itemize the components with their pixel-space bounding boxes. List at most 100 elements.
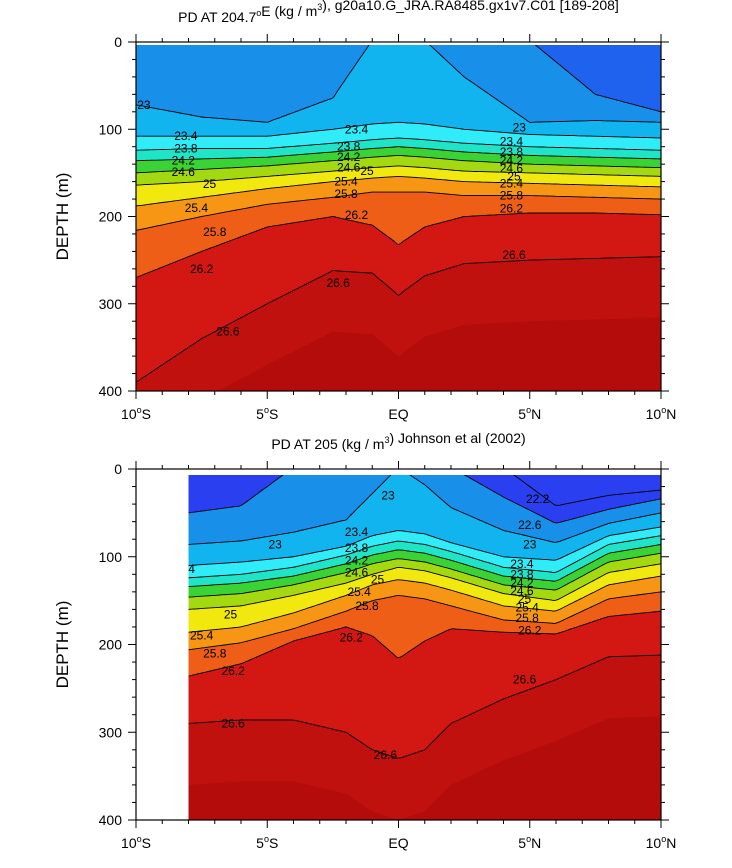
contour-label: 25.8 xyxy=(515,611,539,625)
contour-line xyxy=(136,154,661,174)
contour-label: 22.2 xyxy=(526,492,550,506)
contour-label: 23 xyxy=(381,488,395,502)
contour-label: 23 xyxy=(523,537,537,551)
y-tick-label: 400 xyxy=(99,383,123,399)
contour-label: 23.8 xyxy=(337,140,361,154)
contour-label: 24.2 xyxy=(172,154,196,168)
contour-line xyxy=(188,475,661,524)
contour-label: 24.2 xyxy=(337,150,361,164)
contour-label: 26.2 xyxy=(340,630,364,644)
x-tick-label: 5oS xyxy=(256,834,278,851)
contour-label: 25.4 xyxy=(515,601,539,615)
contour-line xyxy=(136,121,661,139)
contour-label: 25.8 xyxy=(203,646,227,660)
y-tick-label: 400 xyxy=(99,812,123,828)
contour-label: 26.6 xyxy=(374,748,398,762)
contour-line xyxy=(136,256,661,383)
contour-label: 26.2 xyxy=(345,208,369,222)
y-axis-label: DEPTH (m) xyxy=(53,173,72,261)
contour-label: 25 xyxy=(224,608,238,622)
contour-label: 24.6 xyxy=(337,161,361,175)
contour-line xyxy=(188,544,661,588)
contour-label: 26.2 xyxy=(518,623,542,637)
contour-label: 24.6 xyxy=(345,566,369,580)
contour-label: 23.8 xyxy=(500,145,524,159)
density-field: 2323.423.824.224.62525.425.826.226.623.4… xyxy=(136,45,661,391)
contour-label: 26.2 xyxy=(190,262,214,276)
panel-model: 2323.423.824.224.62525.425.826.226.623.4… xyxy=(53,0,676,422)
x-tick-label: 5oS xyxy=(256,405,278,422)
contour-label: 25 xyxy=(360,164,374,178)
contour-label: 25.8 xyxy=(203,225,227,239)
y-tick-label: 300 xyxy=(99,724,123,740)
contour-line xyxy=(188,475,661,545)
contour-line xyxy=(188,552,661,598)
y-tick-label: 0 xyxy=(114,34,122,50)
contour-label: 24.2 xyxy=(345,553,369,567)
contour-line xyxy=(188,535,661,579)
contour-line xyxy=(188,526,661,566)
contour-label: 23.4 xyxy=(174,129,198,143)
contour-label: 25 xyxy=(371,573,385,587)
contour-label: 23.4 xyxy=(510,557,534,571)
y-tick-label: 200 xyxy=(99,209,123,225)
contour-line xyxy=(188,610,661,677)
contour-label: 23 xyxy=(268,537,282,551)
contour-label: 26.2 xyxy=(221,664,245,678)
contour-label: 24.6 xyxy=(510,584,534,598)
contour-label: 23 xyxy=(513,121,527,135)
contour-line xyxy=(188,575,661,633)
contour-label: 25.8 xyxy=(355,599,379,613)
contour-label: 25 xyxy=(507,169,521,183)
x-tick-label: 10oS xyxy=(121,405,151,422)
contour-label: 23.4 xyxy=(172,562,196,576)
panel-observations: 22.222.623232323.423.423.824.224.62525.4… xyxy=(53,430,676,851)
contour-label: 24.6 xyxy=(500,162,524,176)
contour-line xyxy=(136,45,661,123)
contour-label: 26.6 xyxy=(513,673,537,687)
y-tick-label: 100 xyxy=(99,549,123,565)
contour-label: 25.8 xyxy=(500,189,524,203)
x-tick-label: 10oN xyxy=(646,834,677,851)
x-tick-label: EQ xyxy=(388,406,408,422)
contour-label: 25.4 xyxy=(190,629,214,643)
contour-label: 26.6 xyxy=(221,716,245,730)
contour-line xyxy=(513,475,661,506)
x-tick-label: 10oS xyxy=(121,834,151,851)
x-tick-label: 5oN xyxy=(518,834,541,851)
contour-line xyxy=(534,45,661,113)
contour-line xyxy=(136,165,661,186)
contour-label: 26.6 xyxy=(216,325,240,339)
y-axis-label: DEPTH (m) xyxy=(53,601,72,689)
contour-label: 25.4 xyxy=(185,201,209,215)
density-band xyxy=(188,716,661,820)
contour-label: 26.2 xyxy=(500,202,524,216)
contour-label: 23.4 xyxy=(345,525,369,539)
contour-label: 24.2 xyxy=(510,576,534,590)
contour-label: 24.2 xyxy=(500,154,524,168)
x-tick-label: EQ xyxy=(388,835,408,851)
contour-line xyxy=(188,563,661,610)
chart-title: PD AT 204.7oE (kg / m3), g20a10.G_JRA.RA… xyxy=(178,0,619,25)
chart-title: PD AT 205 (kg / m3) Johnson et al (2002) xyxy=(271,430,525,452)
contour-label: 23.8 xyxy=(174,141,198,155)
contour-line xyxy=(136,191,661,231)
contour-label: 24.6 xyxy=(172,165,196,179)
contour-label: 25 xyxy=(518,592,532,606)
contour-label: 25.4 xyxy=(500,176,524,190)
contour-label: 23.8 xyxy=(345,541,369,555)
y-tick-label: 100 xyxy=(99,121,123,137)
contour-label: 25.4 xyxy=(334,175,358,189)
density-field: 22.222.623232323.423.423.824.224.62525.4… xyxy=(172,475,661,820)
contour-line xyxy=(136,137,661,151)
x-tick-label: 5oN xyxy=(518,405,541,422)
contour-line xyxy=(136,212,661,279)
contour-label: 23.4 xyxy=(345,122,369,136)
contour-label: 25.4 xyxy=(347,585,371,599)
contour-label: 25 xyxy=(203,177,217,191)
contour-line xyxy=(188,654,661,759)
contour-line xyxy=(188,591,661,651)
contour-label: 25.8 xyxy=(334,187,358,201)
y-tick-label: 300 xyxy=(99,296,123,312)
